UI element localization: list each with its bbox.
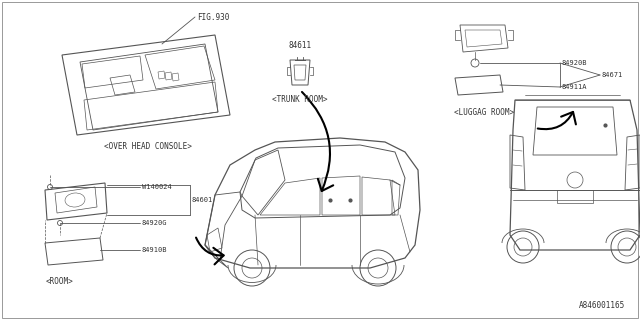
Text: <ROOM>: <ROOM>	[46, 277, 74, 286]
FancyArrowPatch shape	[538, 112, 576, 129]
Text: 84920B: 84920B	[562, 60, 588, 66]
Text: 84920G: 84920G	[142, 220, 168, 226]
Text: W140024: W140024	[142, 184, 172, 190]
Text: <TRUNK ROOM>: <TRUNK ROOM>	[272, 95, 328, 104]
Text: 84671: 84671	[602, 72, 623, 78]
Text: 84910B: 84910B	[142, 247, 168, 253]
Text: 84611: 84611	[289, 41, 312, 50]
Text: 84911A: 84911A	[562, 84, 588, 90]
Text: A846001165: A846001165	[579, 301, 625, 310]
Text: 84601: 84601	[192, 197, 213, 203]
FancyArrowPatch shape	[196, 237, 223, 264]
Text: <LUGGAG ROOM>: <LUGGAG ROOM>	[454, 108, 514, 117]
Text: FIG.930: FIG.930	[197, 12, 229, 21]
Text: <OVER HEAD CONSOLE>: <OVER HEAD CONSOLE>	[104, 142, 192, 151]
FancyArrowPatch shape	[302, 92, 333, 191]
